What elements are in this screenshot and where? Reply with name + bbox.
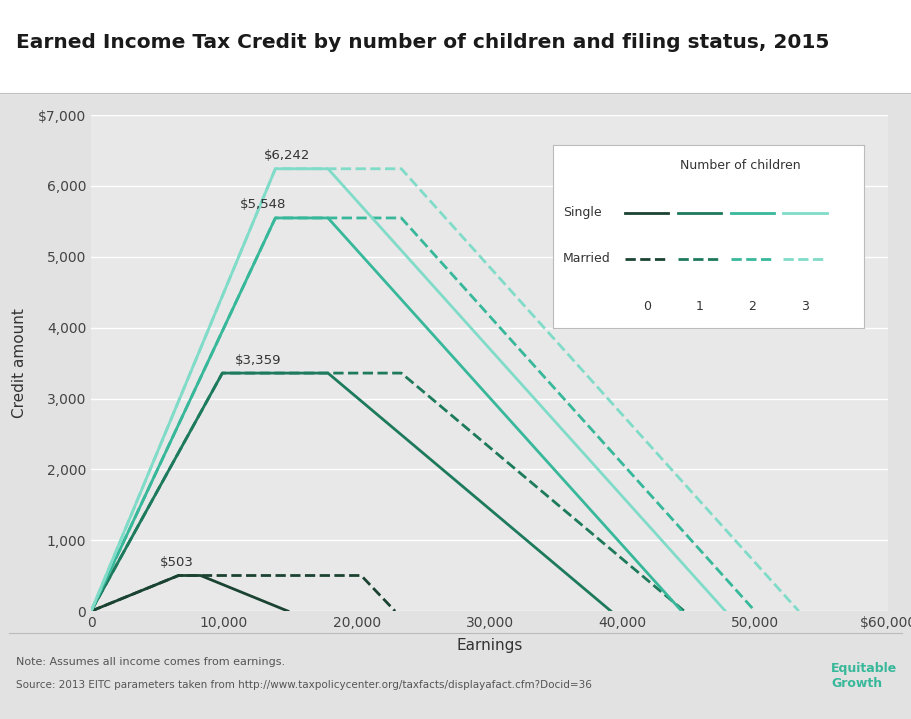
Text: $503: $503 [160,557,194,569]
Text: Single: Single [563,206,601,219]
Text: $3,359: $3,359 [235,354,281,367]
Text: 3: 3 [802,300,809,313]
X-axis label: Earnings: Earnings [456,638,523,654]
Text: Equitable
Growth: Equitable Growth [831,662,897,690]
Text: 0: 0 [642,300,650,313]
Text: 2: 2 [749,300,756,313]
Text: Earned Income Tax Credit by number of children and filing status, 2015: Earned Income Tax Credit by number of ch… [16,32,830,52]
Text: $5,548: $5,548 [240,198,286,211]
Text: Married: Married [563,252,610,265]
Y-axis label: Credit amount: Credit amount [12,308,27,418]
Text: Source: 2013 EITC parameters taken from http://www.taxpolicycenter.org/taxfacts/: Source: 2013 EITC parameters taken from … [16,680,592,690]
Text: 1: 1 [696,300,703,313]
Text: $6,242: $6,242 [264,149,310,162]
Text: Note: Assumes all income comes from earnings.: Note: Assumes all income comes from earn… [16,657,285,667]
Text: Number of children: Number of children [680,160,800,173]
